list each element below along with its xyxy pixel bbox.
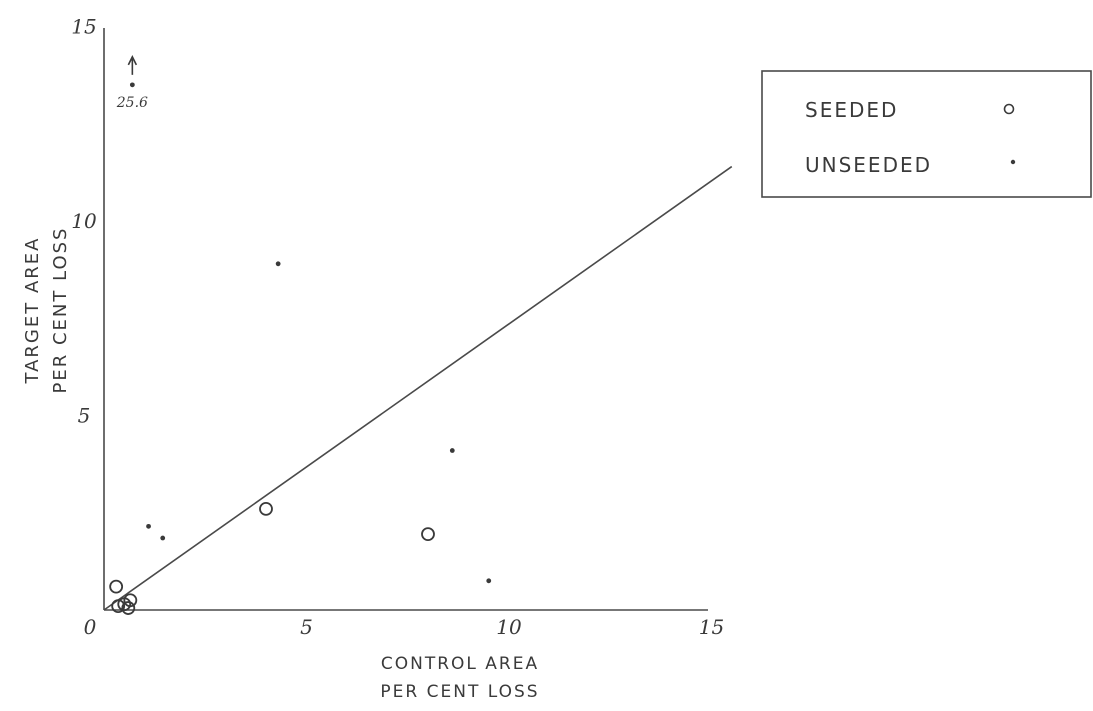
legend: SEEDED UNSEEDED xyxy=(761,70,1092,198)
reference-line xyxy=(103,165,733,611)
point-unseeded xyxy=(449,448,455,453)
legend-box xyxy=(761,70,1092,198)
point-unseeded xyxy=(275,261,281,267)
x-axis-label-line-2: PER CENT LOSS xyxy=(380,682,539,702)
y-axis-label-line-2: PER CENT LOSS xyxy=(50,227,71,394)
y-axis-label: TARGET AREA PER CENT LOSS xyxy=(22,227,71,394)
data-points xyxy=(109,261,492,615)
x-tick-label: 5 xyxy=(300,615,313,639)
point-unseeded xyxy=(160,535,166,541)
point-seeded xyxy=(259,501,273,516)
off-scale-point xyxy=(129,82,135,88)
legend-label-seeded: SEEDED xyxy=(805,98,898,122)
x-tick-label: 0 xyxy=(84,615,97,639)
point-seeded xyxy=(111,599,126,614)
x-axis-label-line-1: CONTROL AREA xyxy=(381,654,539,674)
y-tick-label: 10 xyxy=(71,209,97,233)
y-tick-label: 15 xyxy=(71,15,96,39)
y-tick-labels: 5 10 15 xyxy=(71,15,97,428)
y-tick-label: 5 xyxy=(78,404,91,428)
legend-label-unseeded: UNSEEDED xyxy=(805,153,932,177)
axes xyxy=(103,28,708,611)
x-axis-label: CONTROL AREA PER CENT LOSS xyxy=(380,654,539,702)
point-seeded xyxy=(123,593,138,608)
point-unseeded xyxy=(486,578,492,584)
reference-line-layer xyxy=(103,165,733,611)
x-tick-label: 15 xyxy=(699,615,724,639)
legend-marker-unseeded xyxy=(1010,159,1016,165)
point-seeded xyxy=(421,527,435,542)
y-axis-label-line-1: TARGET AREA xyxy=(22,237,43,385)
annotations: 25.6 xyxy=(116,55,148,111)
point-unseeded xyxy=(146,523,151,529)
point-seeded xyxy=(121,601,136,615)
off-scale-value-label: 25.6 xyxy=(116,95,148,111)
off-scale-arrow-head xyxy=(127,55,138,66)
x-tick-labels: 0 5 10 15 xyxy=(84,615,725,639)
legend-marker-seeded xyxy=(1003,103,1015,115)
point-seeded xyxy=(109,579,124,594)
x-tick-label: 10 xyxy=(496,615,522,639)
